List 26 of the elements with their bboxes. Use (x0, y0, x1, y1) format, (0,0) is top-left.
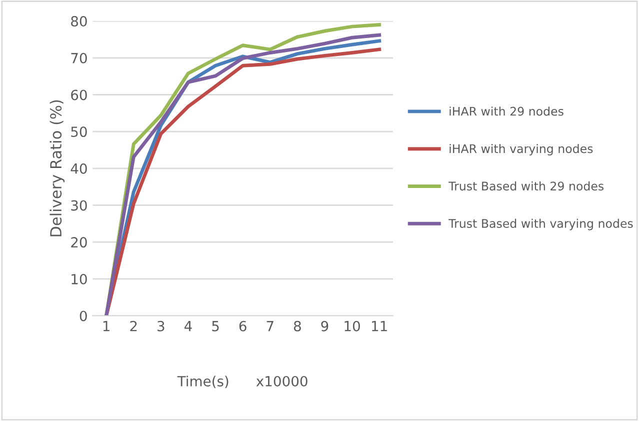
x-tick-label: 9 (321, 320, 328, 332)
y-tick-label: 10 (72, 274, 87, 284)
y-tick-label: 40 (70, 163, 87, 174)
y-tick-label: 50 (71, 126, 87, 138)
x-tick-label: 2 (130, 320, 137, 332)
y-tick-label: 60 (71, 90, 87, 100)
legend-label: iHAR with 29 nodes (450, 106, 564, 116)
x-tick-label: 4 (184, 321, 192, 332)
y-tick-label: 80 (71, 16, 87, 27)
legend-label: Trust Based with 29 nodes (448, 181, 604, 191)
legend-label: Trust Based with varying nodes (448, 218, 633, 230)
x-tick-label: 5 (212, 321, 219, 332)
x-tick-label: 6 (239, 320, 246, 332)
x-tick-label: 10 (344, 320, 360, 332)
x-tick-label: 8 (294, 320, 301, 332)
x-tick-label: 11 (372, 321, 387, 332)
x-tick-label: 1 (103, 321, 110, 332)
y-axis-title: Delivery Ratio (%) (50, 100, 65, 236)
y-tick-label: 20 (71, 237, 87, 248)
y-tick-label: 30 (71, 200, 87, 211)
x-tick-label: 3 (158, 320, 164, 332)
y-tick-label: 70 (71, 52, 87, 64)
legend-label: iHAR with varying nodes (450, 144, 593, 156)
y-tick-label: 0 (80, 310, 87, 322)
x-tick-label: 7 (266, 321, 274, 332)
x-axis-title: Time(s) x10000 (177, 376, 308, 388)
